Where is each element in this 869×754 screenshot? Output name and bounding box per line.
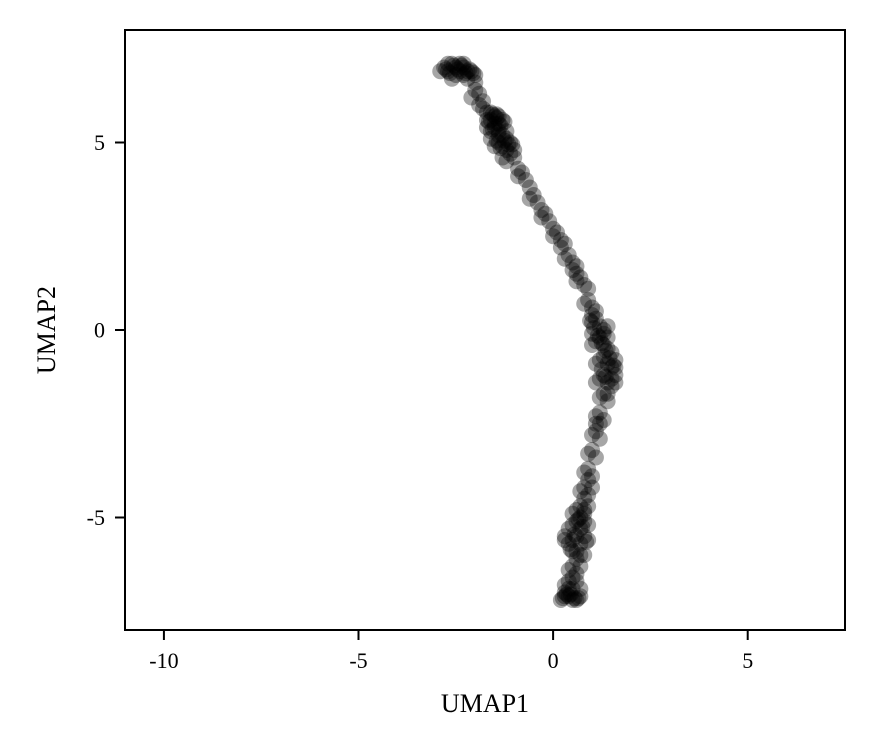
svg-text:5: 5: [94, 130, 105, 155]
x-axis-label: UMAP1: [441, 689, 529, 718]
svg-text:-10: -10: [149, 648, 178, 673]
svg-text:0: 0: [548, 648, 559, 673]
chart-svg: -10 -5 0 5 -5 0 5 UMAP1 UMAP2: [0, 0, 869, 754]
svg-text:0: 0: [94, 318, 105, 343]
umap-scatter-chart: -10 -5 0 5 -5 0 5 UMAP1 UMAP2: [0, 0, 869, 754]
y-axis-label: UMAP2: [32, 286, 61, 374]
svg-text:-5: -5: [349, 648, 367, 673]
svg-text:5: 5: [742, 648, 753, 673]
svg-text:-5: -5: [87, 505, 105, 530]
